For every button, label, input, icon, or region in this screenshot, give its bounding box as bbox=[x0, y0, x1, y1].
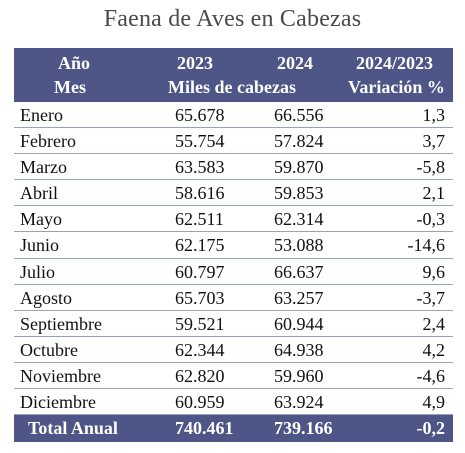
month-cell: Julio bbox=[20, 261, 56, 282]
value-2023-cell: 63.583 bbox=[175, 157, 225, 178]
month-cell: Junio bbox=[20, 235, 60, 256]
header-2023: 2023 bbox=[177, 53, 213, 73]
value-2024-cell: 59.870 bbox=[274, 157, 324, 178]
value-2024-cell: 59.853 bbox=[274, 183, 324, 204]
table-row: Enero 65.678 66.556 1,3 bbox=[14, 102, 453, 129]
table-body: Enero 65.678 66.556 1,3 Febrero 55.754 57.824 3… bbox=[14, 102, 453, 416]
total-row: Total Anual 740.461 739.166 -0,2 bbox=[14, 415, 453, 443]
month-cell: Abril bbox=[20, 183, 58, 204]
table-row: Abril 58.616 59.853 2,1 bbox=[14, 180, 453, 207]
table-row: Mayo 62.511 62.314 -0,3 bbox=[14, 206, 453, 233]
month-cell: Septiembre bbox=[20, 313, 102, 334]
month-cell: Diciembre bbox=[20, 392, 96, 413]
header-month-label: Mes bbox=[54, 77, 86, 97]
value-2023-cell: 62.511 bbox=[175, 209, 224, 230]
variation-cell: 2,4 bbox=[422, 313, 446, 334]
variation-cell: 2,1 bbox=[422, 183, 446, 204]
variation-cell: -14,6 bbox=[407, 235, 446, 256]
table-row: Octubre 62.344 64.938 4,2 bbox=[14, 337, 453, 363]
variation-cell: -5,8 bbox=[416, 157, 446, 178]
table-row: Marzo 63.583 59.870 -5,8 bbox=[14, 154, 453, 181]
total-2023: 740.461 bbox=[175, 418, 234, 439]
table-header: Año Mes 2023 2024 Miles de cabezas 2024/… bbox=[14, 48, 453, 102]
value-2024-cell: 66.637 bbox=[274, 261, 324, 282]
value-2024-cell: 63.924 bbox=[274, 392, 324, 413]
variation-cell: 9,6 bbox=[422, 261, 446, 282]
month-cell: Febrero bbox=[20, 131, 76, 152]
variation-cell: -0,3 bbox=[416, 209, 446, 230]
month-cell: Enero bbox=[20, 105, 63, 125]
month-cell: Mayo bbox=[20, 209, 62, 230]
month-cell: Octubre bbox=[20, 339, 78, 360]
table-row: Agosto 65.703 63.257 -3,7 bbox=[14, 285, 453, 311]
table-title: Faena de Aves en Cabezas bbox=[103, 6, 362, 32]
variation-cell: 4,2 bbox=[422, 339, 446, 360]
table-row: Diciembre 60.959 63.924 4,9 bbox=[14, 389, 453, 416]
data-table: Año Mes 2023 2024 Miles de cabezas 2024/… bbox=[14, 48, 453, 443]
variation-cell: 1,3 bbox=[422, 105, 446, 125]
total-label: Total Anual bbox=[28, 418, 118, 439]
value-2023-cell: 65.703 bbox=[175, 287, 225, 308]
header-2024: 2024 bbox=[277, 53, 313, 73]
value-2024-cell: 53.088 bbox=[274, 235, 324, 256]
value-2023-cell: 55.754 bbox=[175, 131, 225, 152]
value-2023-cell: 59.521 bbox=[175, 313, 225, 334]
value-2023-cell: 65.678 bbox=[175, 105, 225, 125]
table-row: Septiembre 59.521 60.944 2,4 bbox=[14, 311, 453, 337]
header-variation-label: Variación % bbox=[348, 77, 445, 97]
header-variation-years: 2024/2023 bbox=[356, 53, 434, 73]
value-2023-cell: 62.175 bbox=[175, 235, 225, 256]
variation-cell: -4,6 bbox=[416, 365, 446, 386]
month-cell: Marzo bbox=[20, 157, 67, 178]
table-row: Junio 62.175 53.088 -14,6 bbox=[14, 232, 453, 259]
variation-cell: 4,9 bbox=[422, 392, 446, 413]
value-2023-cell: 62.344 bbox=[175, 339, 225, 360]
value-2024-cell: 60.944 bbox=[274, 313, 324, 334]
variation-cell: -3,7 bbox=[416, 287, 446, 308]
value-2023-cell: 60.797 bbox=[175, 261, 225, 282]
variation-cell: 3,7 bbox=[422, 131, 446, 152]
month-cell: Noviembre bbox=[20, 365, 101, 386]
value-2024-cell: 63.257 bbox=[274, 287, 324, 308]
header-year-label: Año bbox=[58, 53, 91, 73]
header-units: Miles de cabezas bbox=[168, 77, 296, 97]
value-2023-cell: 62.820 bbox=[175, 365, 225, 386]
total-variation: -0,2 bbox=[416, 418, 446, 439]
value-2024-cell: 59.960 bbox=[274, 365, 324, 386]
table-row: Julio 60.797 66.637 9,6 bbox=[14, 259, 453, 285]
table-row: Noviembre 62.820 59.960 -4,6 bbox=[14, 363, 453, 390]
value-2024-cell: 57.824 bbox=[274, 131, 324, 152]
value-2024-cell: 66.556 bbox=[274, 105, 324, 125]
month-cell: Agosto bbox=[20, 287, 73, 308]
value-2023-cell: 58.616 bbox=[175, 183, 225, 204]
value-2024-cell: 62.314 bbox=[274, 209, 324, 230]
value-2023-cell: 60.959 bbox=[175, 392, 225, 413]
table-row: Febrero 55.754 57.824 3,7 bbox=[14, 128, 453, 155]
total-2024: 739.166 bbox=[274, 418, 333, 439]
value-2024-cell: 64.938 bbox=[274, 339, 324, 360]
